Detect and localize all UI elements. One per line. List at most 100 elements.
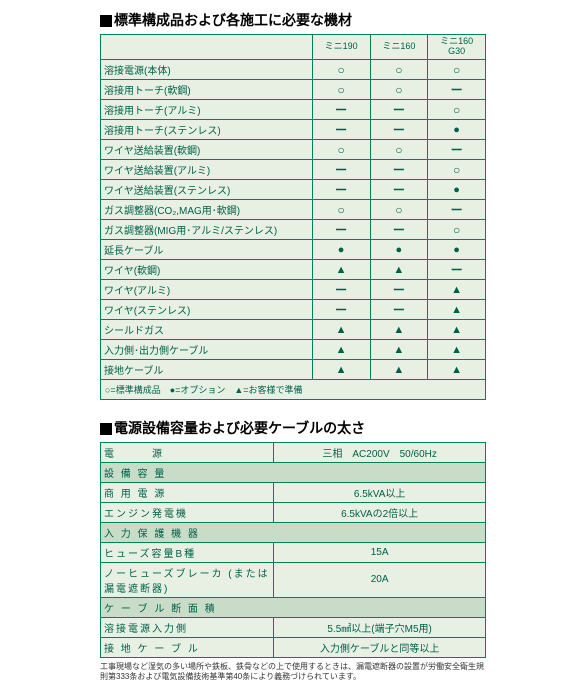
- table-row: ヒューズ容量B種15A: [101, 542, 486, 562]
- row-label: シールドガス: [101, 319, 313, 339]
- equipment-table: ミニ190 ミニ160 ミニ160 G30 溶接電源(本体)○○○溶接用トーチ(…: [100, 34, 486, 380]
- cell-symbol: ー: [370, 299, 428, 319]
- cell-symbol: ▲: [312, 339, 370, 359]
- table-row: ワイヤ(軟鋼)▲▲ー: [101, 259, 486, 279]
- cell-symbol: ー: [370, 119, 428, 139]
- row-value: 5.5㎟以上(端子穴M5用): [274, 617, 486, 637]
- col-mini190: ミニ190: [312, 35, 370, 60]
- cell-symbol: ●: [428, 239, 486, 259]
- row-label: ワイヤ(アルミ): [101, 279, 313, 299]
- table-row: 溶接用トーチ(軟鋼)○○ー: [101, 79, 486, 99]
- cell-symbol: ー: [312, 99, 370, 119]
- table-row: 溶接電源入力側5.5㎟以上(端子穴M5用): [101, 617, 486, 637]
- cell-symbol: ー: [428, 139, 486, 159]
- table-row: ケ ー ブ ル 断 面 積: [101, 597, 486, 617]
- cell-symbol: ○: [312, 199, 370, 219]
- table-row: 入力側･出力側ケーブル▲▲▲: [101, 339, 486, 359]
- section1-title-text: 標準構成品および各施工に必要な機材: [114, 12, 352, 28]
- cell-symbol: ー: [312, 119, 370, 139]
- row-label: ワイヤ(ステンレス): [101, 299, 313, 319]
- cell-symbol: ー: [428, 199, 486, 219]
- header-empty: [101, 35, 313, 60]
- cell-symbol: ー: [370, 219, 428, 239]
- table-row: シールドガス▲▲▲: [101, 319, 486, 339]
- title-marker: [100, 15, 112, 27]
- cell-symbol: ○: [312, 139, 370, 159]
- row-label: 接地ケーブル: [101, 359, 313, 379]
- row-label: ワイヤ送給装置(ステンレス): [101, 179, 313, 199]
- table-header-row: ミニ190 ミニ160 ミニ160 G30: [101, 35, 486, 60]
- cell-symbol: ー: [370, 279, 428, 299]
- row-value: 入力側ケーブルと同等以上: [274, 637, 486, 657]
- table-row: ワイヤ(ステンレス)ーー▲: [101, 299, 486, 319]
- cell-symbol: ー: [312, 299, 370, 319]
- cell-symbol: ▲: [312, 359, 370, 379]
- cell-symbol: ○: [312, 79, 370, 99]
- cell-symbol: ー: [370, 99, 428, 119]
- row-value: 6.5kVA以上: [274, 482, 486, 502]
- row-label: 入力側･出力側ケーブル: [101, 339, 313, 359]
- row-label: ヒューズ容量B種: [101, 542, 274, 562]
- cell-symbol: ー: [312, 219, 370, 239]
- table-row: エンジン発電機6.5kVAの2倍以上: [101, 502, 486, 522]
- cell-symbol: ▲: [370, 339, 428, 359]
- table-row: ワイヤ送給装置(アルミ)ーー○: [101, 159, 486, 179]
- section-header: 設 備 容 量: [101, 462, 486, 482]
- cell-symbol: ▲: [428, 339, 486, 359]
- row-label: エンジン発電機: [101, 502, 274, 522]
- table-row: ノーヒューズブレーカ (または漏電遮断器)20A: [101, 562, 486, 597]
- cell-symbol: ○: [428, 99, 486, 119]
- cell-symbol: ●: [370, 239, 428, 259]
- table-row: 溶接用トーチ(アルミ)ーー○: [101, 99, 486, 119]
- table-row: ワイヤ送給装置(ステンレス)ーー●: [101, 179, 486, 199]
- table-row: ガス調整器(CO₂,MAG用･軟鋼)○○ー: [101, 199, 486, 219]
- cell-symbol: ○: [428, 219, 486, 239]
- cell-symbol: ▲: [370, 319, 428, 339]
- row-label: ワイヤ(軟鋼): [101, 259, 313, 279]
- cell-symbol: ▲: [312, 259, 370, 279]
- row-label: 溶接用トーチ(アルミ): [101, 99, 313, 119]
- cell-symbol: ○: [370, 199, 428, 219]
- cell-symbol: ー: [428, 79, 486, 99]
- cell-symbol: ▲: [428, 359, 486, 379]
- table-row: 設 備 容 量: [101, 462, 486, 482]
- table-row: 接地ケーブル▲▲▲: [101, 359, 486, 379]
- col-mini160g30: ミニ160 G30: [428, 35, 486, 60]
- cell-symbol: ー: [312, 159, 370, 179]
- cell-symbol: ○: [370, 79, 428, 99]
- cell-symbol: ▲: [370, 259, 428, 279]
- cell-symbol: ○: [428, 59, 486, 79]
- cell-symbol: ー: [312, 179, 370, 199]
- power-table: 電 源三相 AC200V 50/60Hz設 備 容 量商 用 電 源6.5kVA…: [100, 442, 486, 658]
- row-label: 溶接用トーチ(ステンレス): [101, 119, 313, 139]
- section2-title: 電源設備容量および必要ケーブルの太さ: [100, 418, 486, 438]
- row-value: 20A: [274, 562, 486, 597]
- table-row: ワイヤ(アルミ)ーー▲: [101, 279, 486, 299]
- row-value: 6.5kVAの2倍以上: [274, 502, 486, 522]
- cell-symbol: ○: [312, 59, 370, 79]
- row-label: 接 地 ケ ー ブ ル: [101, 637, 274, 657]
- row-label: 溶接用トーチ(軟鋼): [101, 79, 313, 99]
- row-label: 延長ケーブル: [101, 239, 313, 259]
- cell-symbol: ○: [370, 139, 428, 159]
- section-header: 入 力 保 護 機 器: [101, 522, 486, 542]
- cell-symbol: ●: [312, 239, 370, 259]
- cell-symbol: ー: [370, 179, 428, 199]
- row-label: 溶接電源入力側: [101, 617, 274, 637]
- row-label: ノーヒューズブレーカ (または漏電遮断器): [101, 562, 274, 597]
- table-row: 溶接用トーチ(ステンレス)ーー●: [101, 119, 486, 139]
- table-row: 接 地 ケ ー ブ ル入力側ケーブルと同等以上: [101, 637, 486, 657]
- cell-symbol: ○: [428, 159, 486, 179]
- cell-symbol: ▲: [428, 299, 486, 319]
- table-row: ガス調整器(MIG用･アルミ/ステンレス)ーー○: [101, 219, 486, 239]
- table-row: 溶接電源(本体)○○○: [101, 59, 486, 79]
- col-mini160: ミニ160: [370, 35, 428, 60]
- row-value: 三相 AC200V 50/60Hz: [274, 442, 486, 462]
- footnote: 工事現場など湿気の多い場所や鉄板、鉄骨などの上で使用するときは、漏電遮断器の設置…: [100, 662, 486, 683]
- table-row: 延長ケーブル●●●: [101, 239, 486, 259]
- row-label: ガス調整器(MIG用･アルミ/ステンレス): [101, 219, 313, 239]
- section1-title: 標準構成品および各施工に必要な機材: [100, 10, 486, 30]
- table-row: 商 用 電 源6.5kVA以上: [101, 482, 486, 502]
- row-label: 商 用 電 源: [101, 482, 274, 502]
- table-row: 入 力 保 護 機 器: [101, 522, 486, 542]
